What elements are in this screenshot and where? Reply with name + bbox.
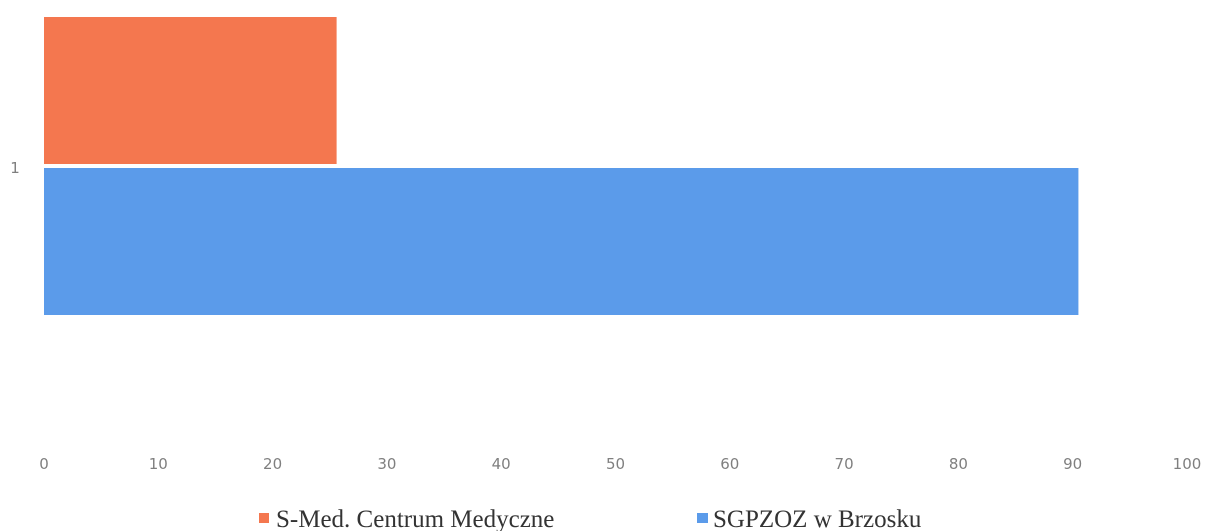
legend: S-Med. Centrum Medyczne SGPZOZ w Brzosku xyxy=(259,506,922,531)
bar-sgpzoz xyxy=(44,168,1079,315)
x-tick-label: 70 xyxy=(835,455,854,473)
x-tick-label: 60 xyxy=(720,455,739,473)
bar-s-med xyxy=(44,17,337,164)
x-axis: 0 10 20 30 40 50 60 70 80 90 100 xyxy=(39,455,1201,473)
x-tick-label: 50 xyxy=(606,455,625,473)
x-tick-label: 100 xyxy=(1173,455,1202,473)
x-tick-label: 20 xyxy=(263,455,282,473)
x-tick-label: 40 xyxy=(492,455,511,473)
legend-label-s-med: S-Med. Centrum Medyczne xyxy=(276,506,554,531)
x-tick-label: 0 xyxy=(39,455,49,473)
x-tick-label: 10 xyxy=(149,455,168,473)
y-tick-label: 1 xyxy=(10,159,20,177)
legend-swatch-sgpzoz xyxy=(697,513,708,523)
x-tick-label: 30 xyxy=(377,455,396,473)
legend-label-sgpzoz: SGPZOZ w Brzosku xyxy=(713,506,922,531)
x-tick-label: 90 xyxy=(1063,455,1082,473)
x-tick-label: 80 xyxy=(949,455,968,473)
y-axis: 1 xyxy=(10,159,20,177)
legend-swatch-s-med xyxy=(259,513,269,523)
bars-group xyxy=(44,17,1079,315)
